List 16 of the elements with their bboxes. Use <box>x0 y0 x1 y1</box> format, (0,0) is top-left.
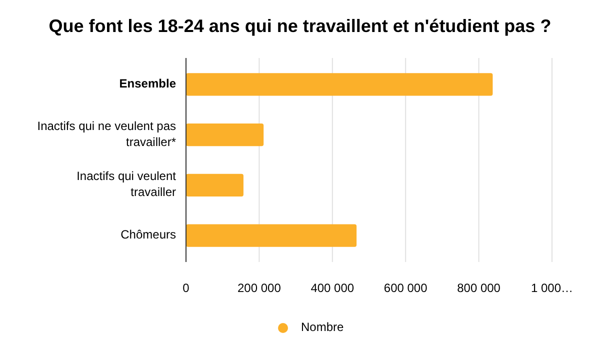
x-tick-label: 1 000… <box>530 281 574 295</box>
y-tick-label: Inactifs qui ne veulent pas travailler* <box>37 118 176 149</box>
x-tick-label: 800 000 <box>457 281 501 295</box>
bar <box>186 123 264 146</box>
legend-label: Nombre <box>301 320 344 334</box>
chart-title: Que font les 18-24 ans qui ne travaillent et n'étudient pas ? <box>48 16 552 36</box>
x-tick-label: 0 <box>182 281 190 295</box>
x-tick-label: 600 000 <box>384 281 428 295</box>
y-tick-label: Inactifs qui veulent travailler <box>76 169 177 200</box>
bar <box>186 174 244 197</box>
y-tick-label: Chômeurs <box>120 228 176 242</box>
x-tick-label: 200 000 <box>238 281 282 295</box>
x-tick-label: 400 000 <box>310 281 354 295</box>
bar <box>186 73 493 96</box>
bar <box>186 224 357 247</box>
y-tick-label: Ensemble <box>119 76 176 91</box>
